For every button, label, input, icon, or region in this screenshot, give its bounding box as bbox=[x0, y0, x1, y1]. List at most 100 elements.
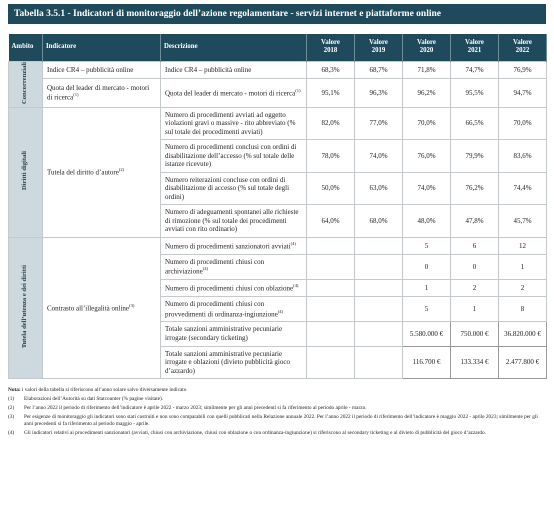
header-cell: Valore 2019 bbox=[354, 34, 403, 62]
value-cell: 47,8% bbox=[450, 204, 499, 238]
indicator-label: Quota del leader di mercato - motori di … bbox=[47, 83, 150, 102]
footnote-ref: (1) bbox=[73, 92, 79, 98]
description-cell: Numero di procedimenti conclusi con ordi… bbox=[160, 139, 307, 173]
table-row: Diritti digitali Tutela del diritto d’aut… bbox=[8, 106, 547, 238]
footnote: (4) Gli indicatori relativi ai procedimen… bbox=[8, 430, 546, 437]
value-cell: 77,0% bbox=[354, 106, 403, 141]
value-cell: 76,2% bbox=[450, 171, 499, 206]
value-cell: 63,0% bbox=[354, 171, 403, 206]
table-row: Numero di procedimenti chiusi con provve… bbox=[9, 296, 547, 323]
value-cell: 96,2% bbox=[402, 78, 451, 108]
footnote-text: Elaborazioni dell’Autorità su dati Statc… bbox=[24, 396, 164, 402]
value-cell: 48,0% bbox=[402, 204, 451, 238]
value-cell: 1 bbox=[498, 253, 547, 281]
table-row: Numero di procedimenti conclusi con ordi… bbox=[9, 139, 547, 173]
table-row: Totale sanzioni amministrative pecuniari… bbox=[9, 345, 547, 380]
description-cell: Totale sanzioni amministrative pecuniari… bbox=[160, 345, 307, 380]
footnote-marker: (4) bbox=[8, 429, 15, 436]
description-text: Quota del leader di mercato - motori di … bbox=[165, 89, 296, 98]
value-cell: 68,0% bbox=[354, 204, 403, 238]
description-text: Numero di procedimenti conclusi con ordi… bbox=[165, 143, 297, 169]
header-cell: Valore 2021 bbox=[450, 34, 499, 62]
footnote-ref: (4) bbox=[277, 308, 284, 314]
table-row: Numero di adeguamenti spontanei alle ric… bbox=[9, 204, 547, 238]
value-cell: 750.000 € bbox=[450, 321, 499, 347]
value-cell: 96,3% bbox=[354, 78, 403, 108]
description-text: Numero reiterazioni concluse con ordini … bbox=[165, 175, 290, 201]
indicator-cell: Tutela del diritto d’autore(2) bbox=[42, 106, 161, 238]
footnote-text: Per l’anno 2022 il periodo di riferiment… bbox=[24, 404, 367, 411]
footnote-text: Gli indicatori relativi ai procedimenti … bbox=[24, 429, 486, 436]
table-row: Numero di procedimenti chiusi con archiv… bbox=[9, 253, 547, 281]
description-cell: Quota del leader di mercato - motori di … bbox=[160, 78, 307, 108]
value-cell: 5 bbox=[402, 296, 451, 323]
value-cell bbox=[354, 296, 403, 323]
description-cell: Numero reiterazioni concluse con ordini … bbox=[160, 171, 307, 206]
description-cell: Numero di adeguamenti spontanei alle ric… bbox=[160, 204, 307, 238]
header-cell: Valore 2020 bbox=[402, 34, 451, 62]
value-cell: 5.580.000 € bbox=[402, 321, 451, 347]
value-cell: 83,6% bbox=[498, 139, 547, 173]
footnote-text: Per esigenze di monitoraggio gli indicat… bbox=[24, 413, 538, 427]
footnote-marker: (3) bbox=[8, 413, 15, 420]
value-cell bbox=[306, 345, 355, 380]
footnote: (1) Elaborazioni dell’Autorità su dati St… bbox=[8, 396, 546, 403]
value-cell: 74,0% bbox=[354, 139, 403, 173]
value-cell: 76,9% bbox=[498, 60, 547, 80]
notes: Nota: i valori della tabella si riferisc… bbox=[8, 387, 546, 436]
table-row: Concorrenziali Indice CR4 – pubblicità on… bbox=[8, 60, 547, 108]
footnote-ref: (4) bbox=[293, 283, 299, 289]
value-cell: 70,0% bbox=[402, 106, 451, 141]
ambito-label: Diritti digitali bbox=[21, 151, 29, 191]
value-cell: 70,0% bbox=[498, 106, 547, 141]
table-row: Totale sanzioni amministrative pecuniari… bbox=[9, 321, 547, 347]
description-text: Totale sanzioni amministrative pecuniari… bbox=[165, 325, 283, 342]
description-cell: Numero di procedimenti chiusi con oblazi… bbox=[160, 279, 307, 298]
table-row: Quota del leader di mercato - motori di … bbox=[9, 78, 547, 108]
header-row: Ambito Indicatore Descrizione Valore 2018 Va… bbox=[8, 34, 547, 62]
description-cell: Numero di procedimenti sanzionatori avvi… bbox=[160, 236, 307, 255]
table-row: Tutela dell’utenza e dei diritti Contrast… bbox=[8, 236, 547, 380]
main-note: Nota: i valori della tabella si riferisc… bbox=[8, 387, 546, 394]
value-cell: 8 bbox=[498, 296, 547, 323]
value-cell: 5 bbox=[402, 236, 451, 255]
value-cell bbox=[354, 321, 403, 347]
table-body: Concorrenziali Indice CR4 – pubblicità on… bbox=[8, 60, 547, 380]
ambito-cell: Concorrenziali bbox=[8, 60, 43, 108]
value-cell: 68,7% bbox=[354, 60, 403, 80]
header-cell: Descrizione bbox=[160, 34, 307, 62]
description-cell: Numero di procedimenti chiusi con provve… bbox=[160, 296, 307, 323]
value-cell bbox=[306, 253, 355, 281]
indicator-cell: Indice CR4 – pubblicità online bbox=[42, 60, 161, 80]
value-cell: 2 bbox=[498, 279, 547, 298]
value-cell: 78,0% bbox=[306, 139, 355, 173]
table-title: Tabella 3.5.1 - Indicatori di monitoragg… bbox=[8, 4, 546, 24]
header-cell: Valore 2022 bbox=[498, 34, 547, 62]
value-cell: 1 bbox=[450, 296, 499, 323]
value-cell: 36.820.000 € bbox=[498, 321, 547, 347]
footnote: (3) Per esigenze di monitoraggio gli indi… bbox=[8, 414, 546, 428]
description-text: Indice CR4 – pubblicità online bbox=[165, 65, 252, 74]
footnote-ref: (4) bbox=[202, 266, 209, 272]
value-cell bbox=[306, 321, 355, 347]
value-cell: 68,3% bbox=[306, 60, 355, 80]
value-cell: 79,9% bbox=[450, 139, 499, 173]
ambito-cell: Diritti digitali bbox=[8, 106, 43, 238]
ambito-label: Concorrenziali bbox=[21, 61, 29, 104]
value-cell: 95,1% bbox=[306, 78, 355, 108]
footnote-ref: (2) bbox=[118, 167, 125, 173]
value-cell: 82,0% bbox=[306, 106, 355, 141]
data-table: Ambito Indicatore Descrizione Valore 2018 Va… bbox=[8, 34, 547, 380]
value-cell bbox=[306, 236, 355, 255]
header-cell: Ambito bbox=[8, 34, 43, 62]
footnote-ref: (3) bbox=[129, 303, 135, 309]
value-cell: 74,0% bbox=[402, 171, 451, 206]
value-cell: 95,5% bbox=[450, 78, 499, 108]
description-text: Numero di procedimenti sanzionatori avvi… bbox=[165, 242, 291, 251]
description-cell: Numero di procedimenti chiusi con archiv… bbox=[160, 253, 307, 281]
ambito-label: Tutela dell’utenza e dei diritti bbox=[21, 264, 29, 349]
indicator-label: Indice CR4 – pubblicità online bbox=[47, 65, 134, 74]
value-cell: 64,0% bbox=[306, 204, 355, 238]
description-cell: Numero di procedimenti avviati ad oggett… bbox=[160, 106, 307, 141]
